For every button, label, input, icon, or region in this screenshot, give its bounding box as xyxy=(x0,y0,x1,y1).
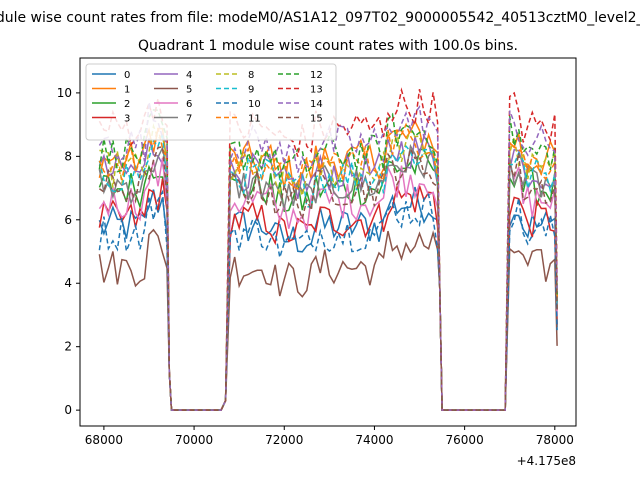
legend-label-10: 10 xyxy=(248,99,261,110)
legend-label-9: 9 xyxy=(248,85,254,96)
legend-label-7: 7 xyxy=(186,114,192,125)
y-tick-label: 2 xyxy=(64,340,72,354)
legend-label-4: 4 xyxy=(186,70,192,81)
y-tick-label: 10 xyxy=(57,86,72,100)
chart-title: Quadrant 1 module wise count rates with … xyxy=(138,38,518,54)
y-tick-label: 0 xyxy=(64,403,72,417)
chart-suptitle: Quadrant 1 module wise count rates from … xyxy=(0,10,640,26)
axes-layer: 68000 70000 72000 74000 76000 78000 0 2 4 6 8 10 xyxy=(57,86,574,447)
legend-label-8: 8 xyxy=(248,70,254,81)
y-tick-label: 4 xyxy=(64,276,72,290)
legend-box xyxy=(85,63,337,141)
legend-label-0: 0 xyxy=(124,70,130,81)
x-tick-label: 70000 xyxy=(175,433,213,447)
x-tick-label: 68000 xyxy=(85,433,123,447)
x-tick-label: 76000 xyxy=(446,433,484,447)
y-tick-label: 6 xyxy=(64,213,72,227)
x-offset-label: +4.175e8 xyxy=(517,454,576,468)
plot-frame xyxy=(79,57,577,427)
legend-label-6: 6 xyxy=(186,99,192,110)
x-tick-label: 78000 xyxy=(536,433,574,447)
legend-label-1: 1 xyxy=(124,85,130,96)
legend-label-11: 11 xyxy=(248,114,261,125)
legend-label-15: 15 xyxy=(310,114,323,125)
legend-label-2: 2 xyxy=(124,99,130,110)
x-tick-label: 72000 xyxy=(265,433,303,447)
legend-label-14: 14 xyxy=(310,99,323,110)
legend-label-5: 5 xyxy=(186,85,192,96)
legend-label-13: 13 xyxy=(310,85,323,96)
legend-label-12: 12 xyxy=(310,70,323,81)
y-tick-label: 8 xyxy=(64,149,72,163)
legend-label-3: 3 xyxy=(124,114,130,125)
x-tick-label: 74000 xyxy=(355,433,393,447)
